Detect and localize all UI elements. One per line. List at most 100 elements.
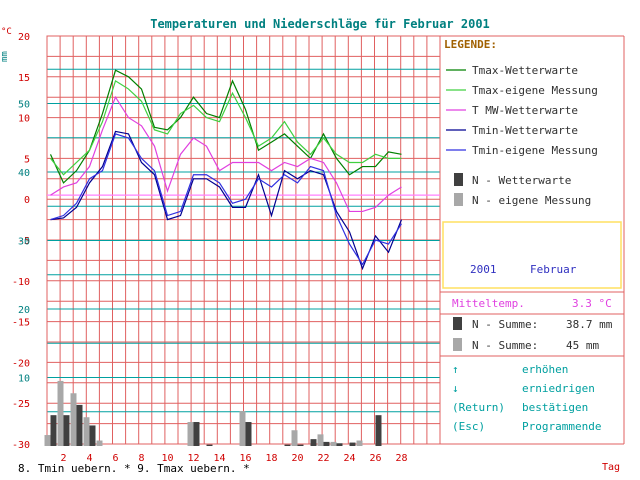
legend-item-label: Tmax-eigene Messung <box>472 84 598 97</box>
temperature-lines <box>49 69 403 271</box>
x-tick-label: 28 <box>395 453 407 464</box>
legend-item-label: Tmin-eigene Messung <box>472 144 598 157</box>
bar-wetterwarte <box>245 422 252 446</box>
legend-items: Tmax-Wetterwarte Tmax-eigene Messung T MW-… <box>446 64 598 207</box>
legend-panel: LEGENDE: Tmax-Wetterwarte Tmax-eigene Mes… <box>444 38 598 207</box>
temp-tick-label: 10 <box>18 114 30 125</box>
bar-wetterwarte <box>375 415 382 446</box>
bar-eigene-messung <box>44 435 51 446</box>
bar-wetterwarte <box>89 425 96 446</box>
legend-item-label: Tmax-Wetterwarte <box>472 64 578 77</box>
legend-item-label: Tmin-Wetterwarte <box>472 124 578 137</box>
precip-tick-label: 20 <box>18 305 30 316</box>
x-tick-label: 14 <box>213 453 225 464</box>
bar-wetterwarte <box>206 444 213 446</box>
mittel-label: Mitteltemp. <box>452 297 525 310</box>
temp-tick-label: -25 <box>12 399 30 410</box>
bar-eigene-messung <box>330 441 337 446</box>
precip-tick-label: 30 <box>18 237 30 248</box>
n-eig-value: 45 mm <box>566 339 599 352</box>
legend-title: LEGENDE: <box>444 38 497 51</box>
bar-wetterwarte <box>323 441 330 446</box>
x-tick-label: 12 <box>187 453 199 464</box>
n-ww-swatch <box>453 317 462 330</box>
series-line-tmin-wetterwarte <box>50 130 403 271</box>
bar-wetterwarte <box>336 443 343 446</box>
key-hint-key: ↑ <box>452 363 459 376</box>
bar-wetterwarte <box>284 444 291 446</box>
bar-eigene-messung <box>356 440 363 446</box>
x-tick-label: 22 <box>317 453 329 464</box>
period-month: Februar <box>530 263 577 276</box>
bar-eigene-messung <box>57 380 64 446</box>
temp-tick-label: -15 <box>12 318 30 329</box>
series-line-tmax-wetterwarte <box>49 69 402 184</box>
period-year: 2001 <box>470 263 497 276</box>
temp-tick-label: -20 <box>12 358 30 369</box>
x-tick-label: 18 <box>265 453 277 464</box>
x-tick-label: 2 <box>60 453 66 464</box>
bar-eigene-messung <box>83 417 90 446</box>
x-tick-label: 6 <box>112 453 118 464</box>
x-tick-label: 8 <box>138 453 144 464</box>
x-axis-label: Tag <box>602 462 620 473</box>
key-hint-key: (Return) <box>452 401 505 414</box>
series-line-t-mw-wetterwarte <box>50 95 402 213</box>
bar-eigene-messung <box>187 422 194 446</box>
temp-tick-label: 0 <box>24 195 30 206</box>
bar-eigene-messung <box>317 434 324 446</box>
x-tick-label: 16 <box>239 453 251 464</box>
period-panel: 2001 Februar <box>442 221 622 289</box>
period-box <box>442 221 622 289</box>
bar-wetterwarte <box>310 439 317 446</box>
n-eig-label: N - Summe: <box>472 339 538 352</box>
bar-wetterwarte <box>297 444 304 446</box>
key-hint-action: bestätigen <box>522 401 588 414</box>
precip-axis-unit: mm <box>0 51 10 62</box>
n-ww-label: N - Summe: <box>472 318 538 331</box>
status-line: 8. Tmin uebern. * 9. Tmax uebern. * <box>18 462 250 475</box>
x-tick-label: 10 <box>161 453 173 464</box>
bar-wetterwarte <box>63 415 70 446</box>
x-tick-label: 24 <box>343 453 355 464</box>
bar-eigene-messung <box>291 430 298 446</box>
bar-eigene-messung <box>239 411 246 446</box>
bar-eigene-messung <box>70 393 77 446</box>
series-line-tmax-eigene-messung <box>50 79 402 176</box>
key-hint-key: ↓ <box>452 382 459 395</box>
key-hint-action: Programmende <box>522 420 601 433</box>
bar-eigene-messung <box>96 440 103 446</box>
temp-tick-label: -30 <box>12 440 30 451</box>
stats-panel: Mitteltemp. 3.3 °C N - Summe: 38.7 mm N … <box>452 297 613 352</box>
temp-tick-label: 20 <box>18 32 30 43</box>
key-hint-key: (Esc) <box>452 420 485 433</box>
key-hint-action: erniedrigen <box>522 382 595 395</box>
series-line-tmin-eigene-messung <box>50 133 403 266</box>
precip-tick-label: 10 <box>18 374 30 385</box>
legend-item-label: N - eigene Messung <box>472 194 591 207</box>
mittel-value: 3.3 °C <box>572 297 612 310</box>
x-tick-label: 20 <box>291 453 303 464</box>
temp-axis-unit: °C <box>1 27 12 37</box>
bar-wetterwarte <box>50 415 57 446</box>
legend-item-label: T MW-Wetterwarte <box>472 104 578 117</box>
x-tick-label: 4 <box>86 453 92 464</box>
precip-tick-label: 50 <box>18 100 30 111</box>
legend-bar-swatch <box>454 193 463 206</box>
key-hints: ↑ erhöhen ↓ erniedrigen (Return) bestätigen (E… <box>452 363 601 433</box>
bar-wetterwarte <box>349 442 356 446</box>
bar-wetterwarte <box>76 404 83 446</box>
legend-item-label: N - Wetterwarte <box>472 174 571 187</box>
legend-bar-swatch <box>454 173 463 186</box>
temp-tick-label: -5 <box>18 236 30 247</box>
x-tick-label: 26 <box>369 453 381 464</box>
chart-title: Temperaturen und Niederschläge für Febru… <box>150 17 490 31</box>
temp-tick-label: -10 <box>12 277 30 288</box>
bar-wetterwarte <box>193 422 200 446</box>
n-eig-swatch <box>453 338 462 351</box>
n-ww-value: 38.7 mm <box>566 318 613 331</box>
precip-tick-label: 40 <box>18 168 30 179</box>
temp-tick-label: 5 <box>24 154 30 165</box>
